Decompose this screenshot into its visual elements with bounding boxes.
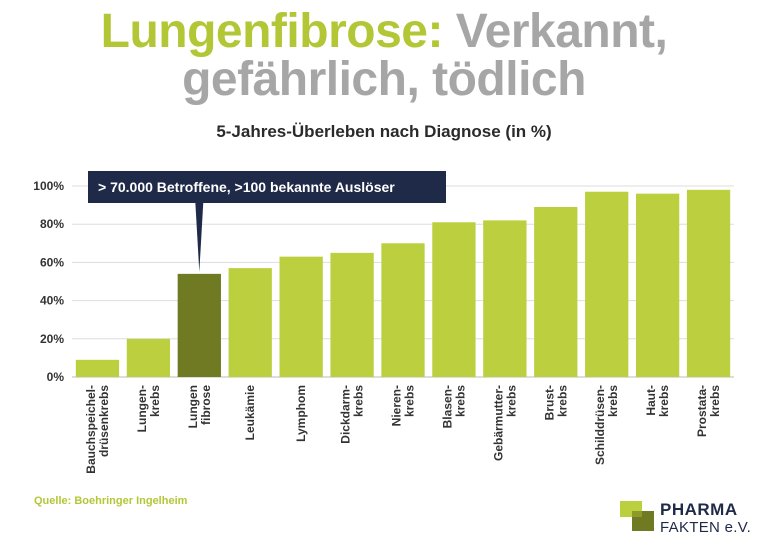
y-tick-label: 60% bbox=[40, 255, 64, 269]
category-label-line: Lungen bbox=[186, 385, 200, 428]
category-label: Leukämie bbox=[243, 385, 257, 441]
annotation-box bbox=[88, 171, 446, 203]
category-label-line: krebs bbox=[504, 385, 518, 417]
bar bbox=[126, 338, 171, 377]
category-label: Brust-krebs bbox=[542, 385, 569, 421]
category-label-line: Gebärmutter- bbox=[491, 385, 505, 461]
category-label-line: Leukämie bbox=[243, 385, 257, 441]
chart-title: Lungenfibrose: Verkannt, gefährlich, töd… bbox=[0, 8, 768, 104]
category-label-line: Blasen- bbox=[440, 385, 454, 428]
category-label-line: krebs bbox=[453, 385, 467, 417]
chart-subtitle: 5-Jahres-Überleben nach Diagnose (in %) bbox=[216, 122, 552, 141]
category-label-line: krebs bbox=[606, 385, 620, 417]
category-label-line: krebs bbox=[708, 385, 722, 417]
bar bbox=[75, 359, 120, 377]
category-label: Schilddrüsen-krebs bbox=[593, 385, 620, 465]
category-label-line: krebs bbox=[352, 385, 366, 417]
logo-text-line-1: PHARMA bbox=[660, 500, 738, 519]
category-label-line: Schilddrüsen- bbox=[593, 385, 607, 465]
category-label: Dickdarm-krebs bbox=[339, 385, 366, 444]
y-tick-label: 40% bbox=[40, 294, 64, 308]
annotation-text: > 70.000 Betroffene, >100 bekannte Auslö… bbox=[98, 179, 395, 195]
title-line-1: Lungenfibrose: Verkannt, bbox=[0, 8, 768, 56]
bar bbox=[635, 193, 680, 377]
pharma-fakten-logo: PHARMA FAKTEN e.V. bbox=[618, 497, 758, 541]
category-label-line: Lungen- bbox=[135, 385, 149, 432]
bar-highlighted bbox=[177, 273, 221, 377]
category-label: Prostata-krebs bbox=[695, 385, 722, 437]
category-label: Gebärmutter-krebs bbox=[491, 385, 518, 461]
category-label: Bauchspeichel-drüsenkrebs bbox=[84, 385, 111, 474]
category-label-line: krebs bbox=[403, 385, 417, 417]
logo-mark-icon bbox=[620, 501, 654, 531]
category-label-line: krebs bbox=[148, 385, 162, 417]
category-label-line: drüsenkrebs bbox=[97, 385, 111, 457]
annotation-callout: > 70.000 Betroffene, >100 bekannte Auslö… bbox=[88, 171, 446, 272]
category-label-line: Lymphom bbox=[294, 385, 308, 442]
bar bbox=[585, 191, 629, 377]
category-label: Lungen fibrose bbox=[186, 385, 213, 429]
category-label: Lymphom bbox=[294, 385, 308, 442]
y-tick-label: 80% bbox=[40, 217, 64, 231]
bar bbox=[432, 222, 476, 377]
category-label-line: Nieren- bbox=[390, 385, 404, 426]
category-label: Nieren-krebs bbox=[390, 385, 417, 427]
y-tick-label: 20% bbox=[40, 332, 64, 346]
bar bbox=[534, 207, 578, 377]
title-rest: Verkannt, bbox=[455, 5, 668, 58]
category-label: Blasen-krebs bbox=[440, 385, 467, 429]
category-label-line: Haut- bbox=[644, 385, 658, 416]
bar bbox=[381, 243, 425, 377]
category-label-line: Dickdarm- bbox=[339, 385, 353, 444]
bar bbox=[686, 189, 731, 377]
title-line-2: gefährlich, tödlich bbox=[182, 53, 586, 106]
bar bbox=[483, 220, 527, 377]
bar bbox=[279, 256, 323, 377]
source-note: Quelle: Boehringer Ingelheim bbox=[34, 495, 188, 507]
title-highlight: Lungenfibrose: bbox=[100, 5, 444, 58]
category-label-line: Bauchspeichel- bbox=[84, 385, 98, 474]
category-label-line: Prostata- bbox=[695, 385, 709, 437]
y-tick-label: 0% bbox=[47, 370, 65, 384]
bar bbox=[330, 252, 374, 377]
category-label: Lungen-krebs bbox=[135, 385, 162, 433]
bars bbox=[75, 189, 731, 377]
category-label-line: Brust- bbox=[542, 385, 556, 420]
category-label-line: fibrose bbox=[199, 385, 213, 425]
category-label: Haut-krebs bbox=[644, 385, 671, 417]
y-tick-label: 100% bbox=[33, 179, 64, 193]
logo-text-line-2: FAKTEN e.V. bbox=[660, 519, 752, 536]
y-axis-ticks: 0% 20% 40% 60% 80% 100% bbox=[33, 179, 64, 384]
category-label-line: krebs bbox=[555, 385, 569, 417]
bar bbox=[228, 268, 272, 377]
category-label-line: krebs bbox=[657, 385, 671, 417]
annotation-pointer bbox=[195, 202, 204, 272]
category-labels: Bauchspeichel-drüsenkrebs Lungen-krebs Lun… bbox=[84, 385, 722, 474]
